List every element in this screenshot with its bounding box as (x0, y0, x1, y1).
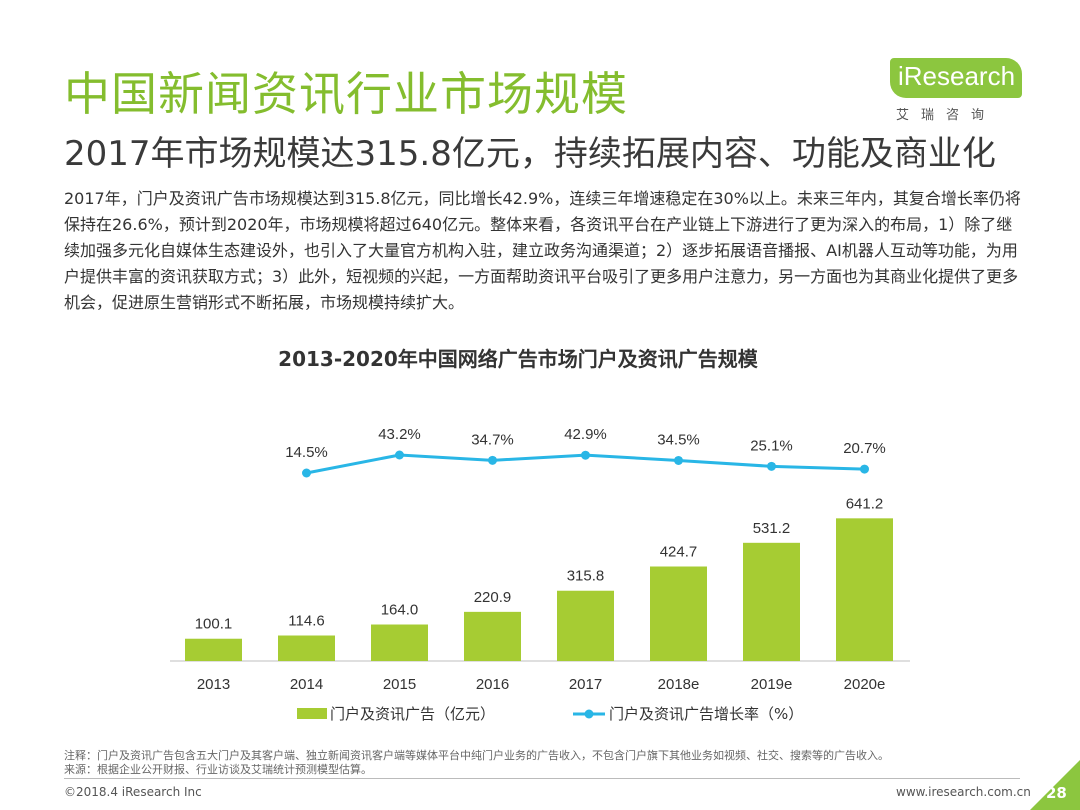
growth-point-2016 (488, 455, 497, 465)
legend-line-label: 门户及资讯广告增长率（%） (609, 705, 803, 723)
note-line: 注释：门户及资讯广告包含五大门户及其客户端、独立新闻资讯客户端等媒体平台中纯门户… (64, 749, 889, 762)
bar-2018e (650, 566, 707, 661)
growth-point-2018e (674, 455, 683, 465)
growth-label-2014: 14.5% (285, 444, 328, 461)
growth-point-2017 (581, 450, 590, 460)
x-tick-2015: 2015 (383, 676, 416, 693)
growth-point-2020e (860, 464, 869, 474)
logo-text: iResearch (898, 61, 1016, 91)
legend-line-marker (584, 709, 594, 719)
bar-2013 (185, 638, 242, 661)
bar-2019e (743, 542, 800, 661)
summary-paragraph: 2017年，门户及资讯广告市场规模达到315.8亿元，同比增长42.9%，连续三… (64, 189, 1021, 312)
bar-label-2020e: 641.2 (846, 495, 884, 512)
bar-label-2014: 114.6 (288, 613, 324, 630)
source-line: 来源：根据企业公开财报、行业访谈及艾瑞统计预测模型估算。 (64, 763, 372, 776)
x-tick-2014: 2014 (290, 676, 323, 693)
bar-2017 (557, 590, 614, 661)
footer-divider (64, 778, 1020, 779)
bar-2015 (371, 624, 428, 661)
combo-chart: 100.1 2013 114.6 2014 164.0 2015 220.9 2016 315.… (170, 426, 910, 723)
x-tick-2020e: 2020e (844, 676, 886, 693)
bar-label-2019e: 531.2 (753, 520, 791, 537)
growth-point-2019e (767, 461, 776, 471)
page-number: 28 (1046, 784, 1067, 802)
iresearch-logo: iResearch 艾瑞咨询 (890, 58, 1040, 124)
corner-decoration (1030, 760, 1080, 810)
chart-notes: 注释：门户及资讯广告包含五大门户及其客户端、独立新闻资讯客户端等媒体平台中纯门户… (64, 749, 889, 777)
growth-label-2015: 43.2% (378, 426, 421, 443)
page-title: 中国新闻资讯行业市场规模 (64, 67, 628, 121)
website-link[interactable]: www.iresearch.com.cn (896, 785, 1031, 799)
x-tick-2019e: 2019e (751, 676, 793, 693)
bar-label-2017: 315.8 (567, 568, 605, 585)
logo-subtext: 艾瑞咨询 (896, 108, 997, 123)
x-tick-2017: 2017 (569, 676, 602, 693)
logo-badge (890, 58, 1022, 98)
growth-label-2017: 42.9% (564, 426, 607, 443)
bar-label-2013: 100.1 (195, 616, 233, 633)
page-subtitle: 2017年市场规模达315.8亿元，持续拓展内容、功能及商业化 (64, 134, 996, 174)
chart-title: 2013-2020年中国网络广告市场门户及资讯广告规模 (278, 347, 758, 371)
legend-bar-swatch (297, 708, 327, 719)
growth-label-2016: 34.7% (471, 431, 514, 448)
growth-point-2014 (302, 468, 311, 478)
bar-2020e (836, 518, 893, 661)
x-tick-2016: 2016 (476, 676, 509, 693)
growth-point-2015 (395, 450, 404, 460)
growth-label-2019e: 25.1% (750, 437, 793, 454)
legend-bar-label: 门户及资讯广告（亿元） (330, 705, 495, 723)
bar-label-2016: 220.9 (474, 589, 512, 606)
growth-label-2020e: 20.7% (843, 440, 886, 457)
x-tick-2018e: 2018e (658, 676, 700, 693)
x-tick-2013: 2013 (197, 676, 230, 693)
growth-label-2018e: 34.5% (657, 431, 700, 448)
bar-label-2018e: 424.7 (660, 544, 698, 561)
bar-label-2015: 164.0 (381, 602, 419, 619)
copyright-text: ©2018.4 iResearch Inc (64, 785, 202, 799)
bar-2016 (464, 611, 521, 661)
bar-2014 (278, 635, 335, 661)
